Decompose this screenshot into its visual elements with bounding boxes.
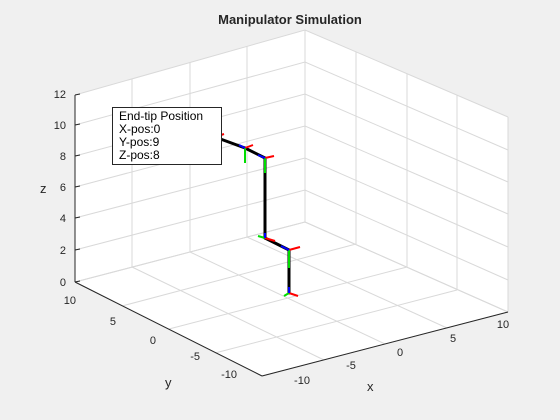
z-tick-10: 10 [54,120,66,132]
y-axis-label: y [165,375,172,390]
x-tick-10: 10 [497,319,509,331]
x-tick-0: 0 [397,347,403,359]
z-tick-4: 4 [60,213,66,225]
z-tick-8: 8 [60,151,66,163]
z-axis-label: z [40,181,47,196]
end-tip-position-box: End-tip Position X-pos:0 Y-pos:9 Z-pos:8 [112,107,222,165]
z-tick-6: 6 [60,182,66,194]
y-tick-10: 10 [64,295,76,307]
figure-title: Manipulator Simulation [218,12,362,27]
x-tick-neg10: -10 [294,375,310,387]
y-position: Y-pos:9 [119,135,160,149]
z-tick-2: 2 [60,245,66,257]
z-tick-labels: 0 2 4 6 8 10 12 [54,89,66,289]
y-tick-labels: 10 5 0 -5 -10 [64,295,237,381]
frame-joint-4 [238,144,254,163]
z-position: Z-pos:8 [119,148,160,162]
z-tick-12: 12 [54,89,66,101]
x-tick-labels: -10 -5 0 5 10 [294,319,509,387]
x-axis-label: x [367,379,374,394]
axis-lines [74,95,509,377]
floor [75,222,508,376]
frame-base [283,287,299,297]
y-tick-neg10: -10 [221,369,237,381]
y-tick-5: 5 [110,316,116,328]
y-tick-neg5: -5 [190,351,200,363]
x-tick-neg5: -5 [346,360,356,372]
frame-joint-2 [257,233,276,242]
tick-marks [74,93,81,283]
info-box-title: End-tip Position [119,109,204,123]
z-tick-0: 0 [60,277,66,289]
x-position: X-pos:0 [119,122,161,136]
y-tick-0: 0 [150,335,156,347]
x-tick-5: 5 [450,333,456,345]
frame-joint-1 [280,245,301,268]
frame-joint-3 [257,154,275,173]
